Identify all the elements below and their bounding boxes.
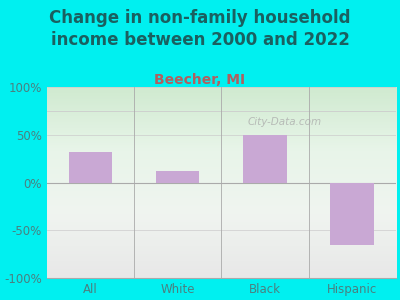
Bar: [330, 183, 374, 244]
Text: Change in non-family household
income between 2000 and 2022: Change in non-family household income be…: [49, 9, 351, 49]
Text: City-Data.com: City-Data.com: [247, 116, 321, 127]
Bar: [156, 171, 200, 183]
Bar: [68, 152, 112, 183]
Text: Beecher, MI: Beecher, MI: [154, 74, 246, 88]
Bar: [243, 135, 287, 183]
